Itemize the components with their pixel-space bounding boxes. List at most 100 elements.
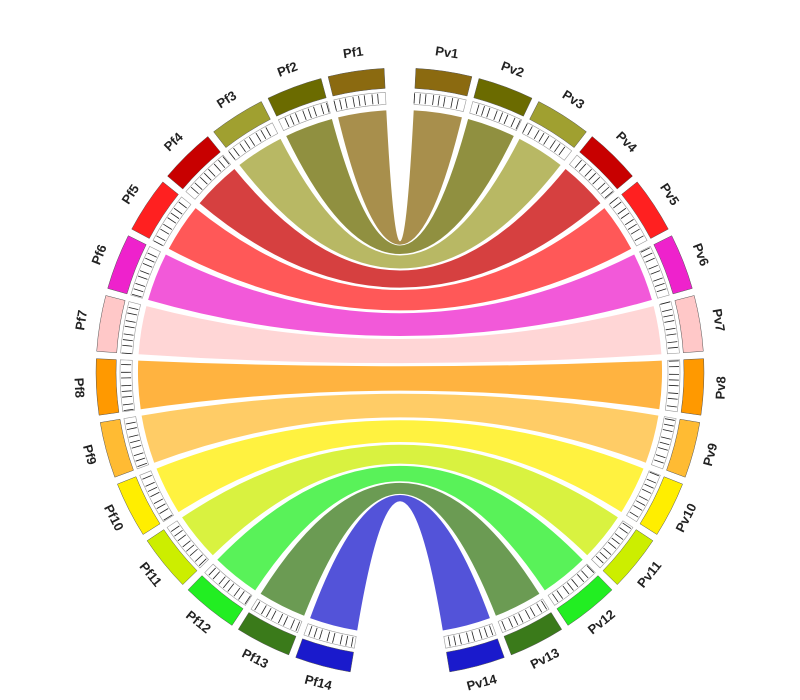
band-tick <box>640 247 651 253</box>
band-tick <box>156 503 166 509</box>
band-tick <box>654 459 664 464</box>
chromosome <box>446 638 505 673</box>
band-tick <box>147 486 158 492</box>
band-tick <box>636 500 646 506</box>
band-tick <box>633 505 643 511</box>
band-tick <box>483 627 488 638</box>
chromosome-band <box>443 623 497 649</box>
band-tick <box>313 106 317 117</box>
band-tick <box>123 333 134 336</box>
band-tick <box>222 156 230 165</box>
chromosome-label: Pf11 <box>137 559 165 589</box>
chromosome-label: Pv6 <box>690 241 712 268</box>
band-tick <box>147 252 157 258</box>
band-tick <box>128 306 139 311</box>
band-tick <box>413 93 416 104</box>
band-tick <box>218 576 226 585</box>
band-tick <box>597 182 606 190</box>
band-tick <box>453 635 457 646</box>
band-tick <box>638 495 648 501</box>
band-tick <box>208 567 216 576</box>
chromosome <box>579 136 633 190</box>
band-tick <box>614 533 624 540</box>
band-tick <box>266 607 272 618</box>
chromosome-band <box>166 520 209 569</box>
band-tick <box>127 312 138 316</box>
band-tick <box>295 621 301 632</box>
chromosome-band <box>497 598 550 633</box>
band-tick <box>212 571 221 580</box>
band-tick <box>173 207 183 215</box>
band-tick <box>125 421 136 425</box>
chromosome <box>167 136 221 190</box>
band-tick <box>529 607 536 617</box>
band-tick <box>145 257 155 263</box>
band-tick <box>599 551 608 560</box>
chromosome-label: Pv5 <box>657 180 682 208</box>
chromosome-band <box>591 520 634 569</box>
band-tick <box>481 105 485 116</box>
band-tick <box>126 427 137 431</box>
band-tick <box>645 257 655 263</box>
band-tick <box>666 333 677 336</box>
band-tick <box>352 96 355 107</box>
band-tick <box>255 132 262 142</box>
chromosome-label: Pv1 <box>434 43 459 61</box>
band-tick <box>244 140 251 149</box>
band-tick <box>622 522 632 529</box>
band-tick <box>659 441 670 446</box>
band-tick <box>203 172 212 181</box>
band-tick <box>150 491 160 498</box>
band-tick <box>135 282 146 287</box>
band-tick <box>284 117 290 128</box>
ribbon <box>239 138 561 269</box>
band-tick <box>178 201 187 209</box>
band-tick <box>145 481 155 487</box>
band-tick <box>644 483 654 489</box>
band-tick <box>265 127 271 137</box>
band-tick <box>170 212 180 219</box>
band-tick <box>233 587 241 597</box>
ribbon <box>168 208 632 311</box>
chromosome <box>295 638 354 673</box>
ribbon <box>138 306 662 364</box>
band-tick <box>501 620 506 631</box>
chromosome <box>653 235 693 295</box>
band-tick <box>313 627 318 638</box>
band-tick <box>123 408 134 412</box>
band-tick <box>478 629 483 639</box>
band-tick <box>128 434 139 438</box>
band-tick <box>538 132 545 142</box>
band-tick <box>278 613 284 624</box>
band-tick <box>554 143 561 152</box>
band-tick <box>513 615 519 626</box>
band-tick <box>562 585 570 595</box>
band-tick <box>289 115 295 125</box>
band-tick <box>518 613 524 623</box>
band-tick <box>558 146 566 156</box>
band-tick <box>326 102 330 113</box>
band-tick <box>668 392 679 394</box>
band-tick <box>320 104 325 115</box>
band-tick <box>489 625 494 636</box>
ribbon <box>338 110 462 245</box>
band-tick <box>194 182 203 190</box>
band-tick <box>443 96 446 107</box>
band-tick <box>194 554 203 562</box>
band-tick <box>475 104 480 115</box>
band-tick <box>617 207 627 215</box>
band-tick <box>424 94 427 105</box>
chromosome-label: Pf3 <box>214 88 239 112</box>
chromosome-label: Pf12 <box>183 607 214 636</box>
chromosome <box>556 575 613 626</box>
band-tick <box>667 397 678 400</box>
band-tick <box>213 163 222 172</box>
band-tick <box>377 93 379 104</box>
chromosome <box>639 476 683 535</box>
band-tick <box>536 603 543 613</box>
band-tick <box>254 601 261 611</box>
chromosome-label: Pv9 <box>700 441 720 467</box>
band-tick <box>664 320 675 323</box>
band-tick <box>163 223 173 230</box>
